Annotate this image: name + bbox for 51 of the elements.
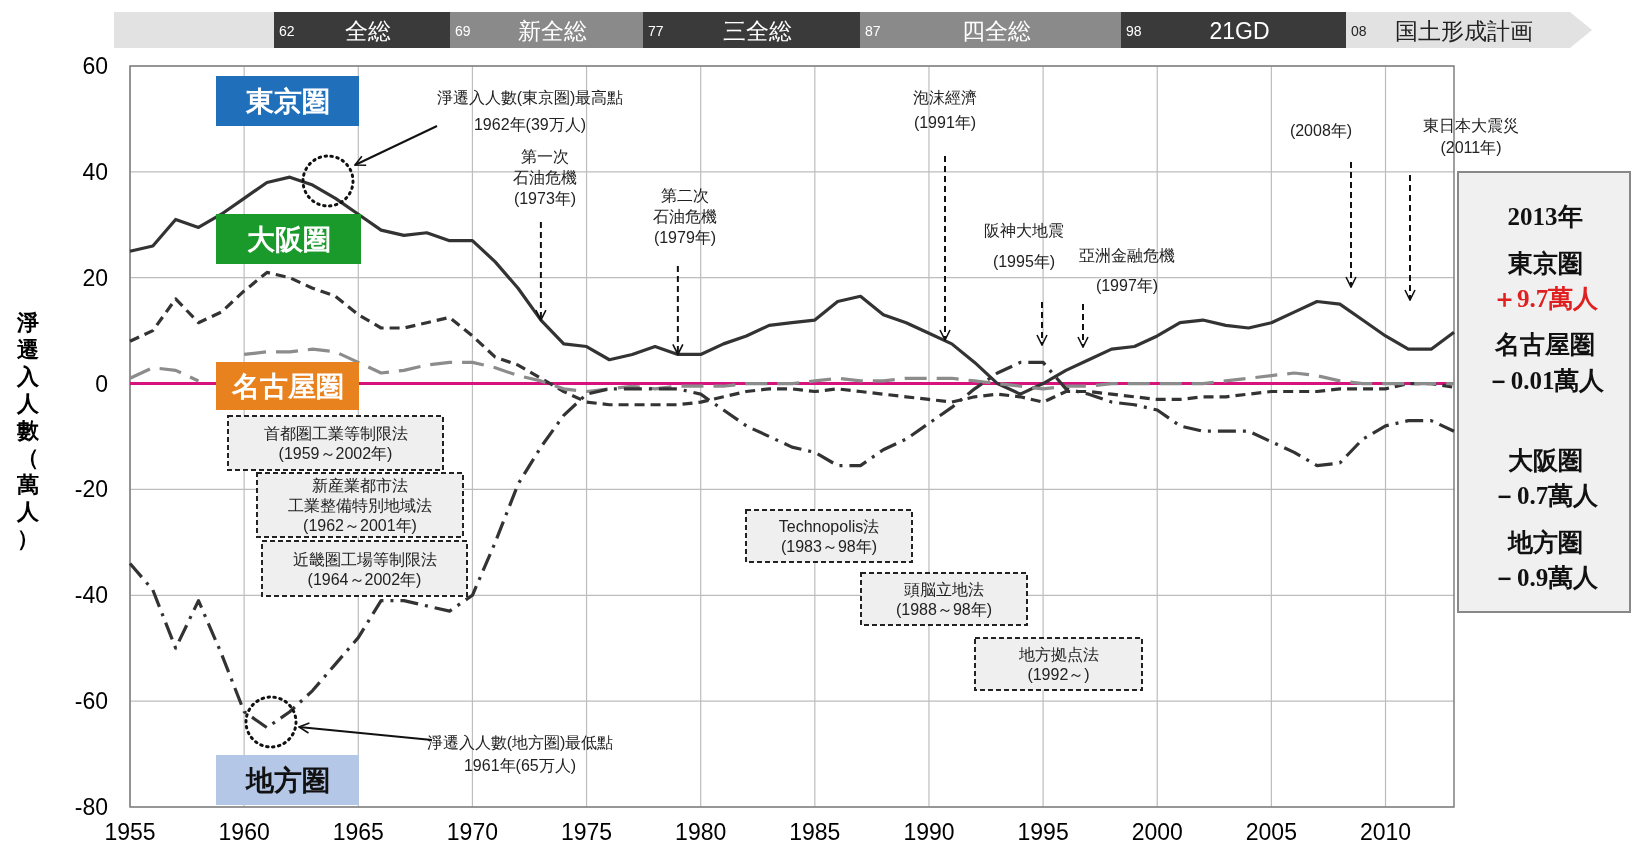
x-tick-label: 1975 (560, 819, 613, 845)
annotation: 阪神大地震(1995年) (984, 222, 1064, 270)
y-tick-label: -60 (74, 688, 108, 715)
y-tick-label: 20 (82, 264, 108, 291)
annotation: 東日本大震災(2011年) (1423, 117, 1519, 156)
annotation: Technopolis法(1983～98年) (778, 518, 880, 555)
series-label: 大阪圏 (246, 224, 331, 255)
annotation: 近畿圏工場等制限法(1964～2002年) (292, 550, 437, 588)
annotation: 頭脳立地法(1988～98年) (895, 581, 993, 618)
y-tick-label: 40 (82, 158, 108, 185)
x-tick-label: 2005 (1245, 819, 1297, 845)
y-tick-label: -40 (74, 582, 108, 609)
x-tick-label: 2000 (1131, 819, 1183, 845)
annotation: 首都圏工業等制限法(1959～2002年) (263, 425, 408, 462)
annotation: 近畿圏工場等制限法(1964～2002年) (261, 540, 468, 597)
annotation: 新産業都市法工業整備特別地域法(1962～2001年) (256, 472, 464, 538)
annotation: 頭脳立地法(1988～98年) (860, 572, 1028, 626)
series-label: 大阪圏 (216, 214, 361, 264)
y-tick-label: -80 (74, 794, 108, 820)
series-label: 名古屋圏 (216, 362, 359, 410)
annotation: 首都圏工業等制限法(1959～2002年) (227, 415, 444, 471)
y-tick-label: 60 (82, 53, 108, 79)
annotation: (2008年) (1289, 122, 1353, 139)
annotation: Technopolis法(1983～98年) (745, 509, 913, 563)
annotation: 亞洲金融危機(1997年) (1079, 247, 1175, 294)
annotation: 第二次石油危機(1979年) (653, 187, 717, 246)
x-tick-label: 1970 (446, 819, 498, 845)
y-axis-title: 淨遷入人數（萬人） (17, 310, 39, 551)
y-tick-label: 0 (95, 370, 108, 397)
annotation: 2013年 東京圏 ＋9.7萬人 名古屋圏 －0.01萬人 大阪圏 －0.7萬人 地方圏 －0.9萬人 (1457, 171, 1631, 613)
annotation: 第一次石油危機(1973年) (513, 148, 577, 207)
x-tick-label: 1965 (332, 819, 384, 845)
x-tick-label: 2010 (1359, 819, 1412, 845)
series-label: 地方圏 (216, 755, 359, 805)
x-tick-label: 1955 (104, 819, 156, 845)
x-tick-label: 1990 (903, 819, 955, 845)
series-label: 東京圏 (216, 76, 359, 126)
x-tick-label: 1980 (675, 819, 727, 845)
annotation: 62 全総 69 新全総 77 三全総 87 四全総 98 21GD 08 国土形成計画 (114, 12, 1592, 48)
annotation: 地方拠点法(1992～) (974, 637, 1143, 691)
y-tick-label: -20 (74, 476, 108, 503)
annotation: 泡沫經濟(1991年) (913, 89, 977, 131)
x-tick-label: 1985 (789, 819, 841, 845)
series-label: 名古屋圏 (230, 371, 344, 402)
x-tick-label: 1995 (1017, 819, 1069, 845)
annotation: 地方拠点法(1992～) (1017, 646, 1099, 683)
annotation: 淨遷入人數(地方圏)最低點1961年(65万人) (426, 734, 614, 774)
annotation: 新産業都市法工業整備特別地域法(1962～2001年) (288, 477, 432, 534)
series-label: 地方圏 (243, 765, 330, 796)
annotation: 淨遷入人數(東京圏)最高點1962年(39万人) (436, 89, 624, 133)
x-tick-label: 1960 (218, 819, 270, 845)
